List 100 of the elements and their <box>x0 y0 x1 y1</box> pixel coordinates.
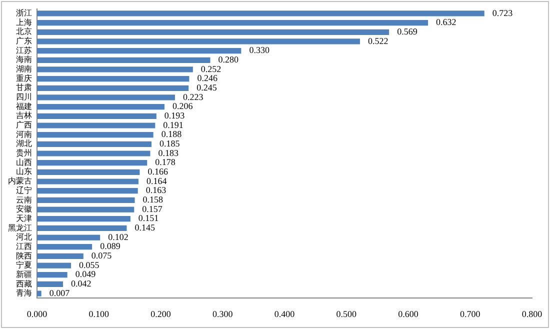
x-tick-label: 0.200 <box>150 308 172 319</box>
y-tick-label: 陕西 <box>16 251 32 260</box>
data-label: 0.158 <box>142 194 164 205</box>
data-label: 0.151 <box>138 213 159 224</box>
bar <box>37 141 152 147</box>
bar <box>37 225 127 231</box>
bar <box>37 206 134 212</box>
y-tick-label: 黑龙江 <box>8 223 32 232</box>
y-tick-label: 西藏 <box>16 279 32 288</box>
data-label: 0.193 <box>164 110 186 121</box>
x-tick-label: 0.000 <box>26 308 48 319</box>
data-label: 0.188 <box>161 129 182 140</box>
bar <box>37 122 156 128</box>
data-label: 0.178 <box>155 157 176 168</box>
y-tick-label: 甘肃 <box>16 83 32 92</box>
bar <box>37 160 148 166</box>
bar <box>37 178 138 184</box>
data-label: 0.246 <box>197 73 218 84</box>
bar <box>37 188 138 194</box>
y-tick-label: 湖北 <box>16 139 32 148</box>
data-label: 0.007 <box>49 288 70 298</box>
data-label: 0.191 <box>163 120 184 130</box>
bar <box>37 76 190 82</box>
y-tick-label: 江西 <box>16 242 32 251</box>
y-tick-label: 上海 <box>16 18 32 27</box>
data-label: 0.102 <box>108 232 128 242</box>
y-tick-label: 广西 <box>16 120 32 130</box>
data-label: 0.206 <box>172 101 194 112</box>
bar <box>37 262 72 268</box>
bar <box>37 197 135 203</box>
x-tick-label: 0.400 <box>274 308 296 319</box>
bar <box>37 48 242 54</box>
data-label: 0.166 <box>148 166 168 177</box>
data-label: 0.049 <box>75 269 96 280</box>
data-label: 0.330 <box>249 45 270 56</box>
bar <box>37 150 150 156</box>
y-tick-label: 广东 <box>16 36 32 46</box>
y-tick-label: 天津 <box>16 214 32 223</box>
bar <box>37 57 210 63</box>
data-label: 0.280 <box>218 54 239 65</box>
bar <box>37 113 156 119</box>
y-tick-label: 山西 <box>16 158 32 167</box>
x-tick-label: 0.800 <box>522 308 543 319</box>
y-tick-label: 宁夏 <box>16 260 32 270</box>
y-tick-label: 山东 <box>16 167 32 176</box>
y-tick-label: 新疆 <box>16 270 32 279</box>
data-label: 0.245 <box>196 82 218 93</box>
x-tick-label: 0.100 <box>88 308 110 319</box>
data-label: 0.632 <box>436 17 456 28</box>
y-tick-label: 河北 <box>16 232 32 242</box>
data-label: 0.252 <box>200 64 222 74</box>
bar <box>37 94 175 100</box>
data-label: 0.569 <box>397 26 418 36</box>
bar <box>37 132 154 138</box>
bar <box>37 66 193 72</box>
data-label: 0.089 <box>100 241 121 252</box>
y-tick-label: 四川 <box>16 92 32 102</box>
data-label: 0.163 <box>146 185 167 196</box>
y-tick-label: 河南 <box>16 130 32 139</box>
data-label: 0.042 <box>70 278 92 289</box>
data-label: 0.185 <box>159 138 180 149</box>
data-label: 0.075 <box>91 250 112 261</box>
y-tick-label: 北京 <box>16 27 32 36</box>
x-tick-label: 0.300 <box>212 308 234 319</box>
bar <box>37 10 484 16</box>
y-tick-label: 吉林 <box>16 111 32 120</box>
y-tick-label: 浙江 <box>16 8 32 18</box>
x-tick-label: 0.500 <box>336 308 357 319</box>
data-label: 0.223 <box>182 92 204 102</box>
data-label: 0.055 <box>79 260 100 270</box>
bar <box>37 253 84 259</box>
x-tick-label: 0.600 <box>398 308 419 319</box>
bar <box>37 281 63 287</box>
y-tick-label: 福建 <box>16 102 32 111</box>
data-label: 0.522 <box>368 36 388 46</box>
y-tick-label: 云南 <box>16 195 32 204</box>
data-label: 0.145 <box>134 222 156 233</box>
bar <box>37 38 360 44</box>
data-label: 0.157 <box>142 204 163 214</box>
bar <box>37 169 140 175</box>
bar <box>37 20 428 26</box>
y-tick-label: 贵州 <box>16 148 32 158</box>
y-tick-label: 江苏 <box>16 46 32 55</box>
y-tick-label: 湖南 <box>16 64 32 74</box>
y-tick-label: 重庆 <box>16 74 32 83</box>
data-label: 0.164 <box>146 176 168 186</box>
bar <box>37 85 189 91</box>
data-label: 0.183 <box>158 148 179 158</box>
y-tick-label: 青海 <box>16 288 32 298</box>
y-tick-label: 海南 <box>16 55 32 64</box>
y-tick-label: 安徽 <box>16 204 32 214</box>
y-tick-label: 内蒙古 <box>8 176 32 186</box>
y-tick-label: 辽宁 <box>16 186 32 195</box>
data-label: 0.723 <box>492 8 514 18</box>
x-tick-label: 0.700 <box>460 308 481 319</box>
bar <box>37 29 390 35</box>
bar <box>37 216 130 222</box>
bar <box>37 272 68 278</box>
bar <box>37 234 100 240</box>
bar <box>37 244 92 250</box>
